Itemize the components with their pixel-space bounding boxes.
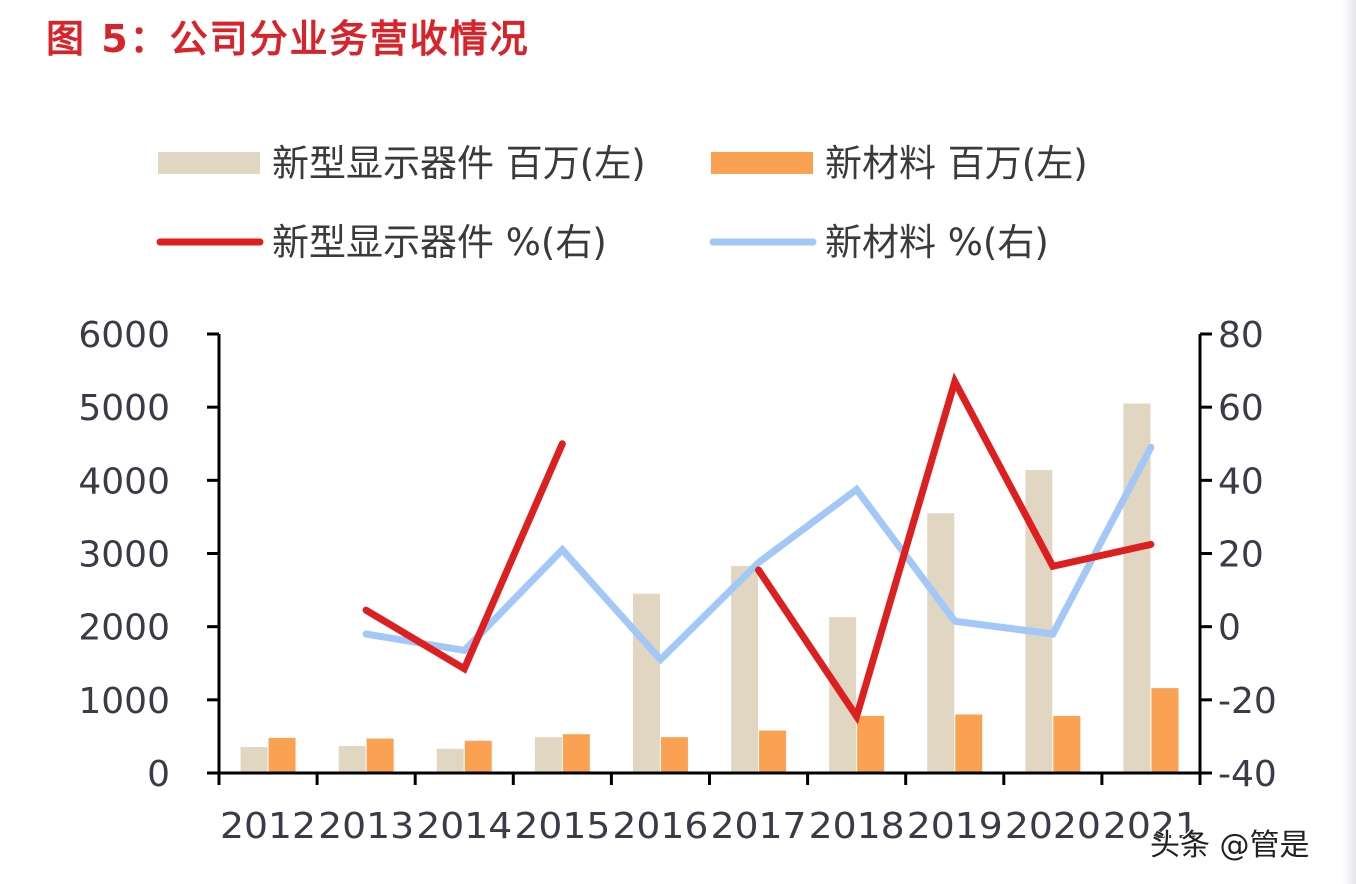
bar-series (240, 403, 1179, 773)
legend-label: 新材料 百万(左) (825, 142, 1088, 185)
legend: 新型显示器件 百万(左) 新材料 百万(左) 新型显示器件 %(右) 新材料 %(右) (156, 142, 1088, 264)
left-tick-label: 4000 (78, 461, 170, 502)
right-tick-label: -20 (1218, 681, 1277, 722)
x-tick-label: 2016 (612, 806, 708, 847)
legend-label: 新型显示器件 %(右) (272, 221, 607, 264)
left-tick-label: 3000 (78, 535, 170, 576)
bar (562, 734, 590, 773)
bar (927, 513, 955, 773)
x-tick-label: 2012 (220, 806, 316, 847)
bar (1123, 403, 1151, 773)
left-tick-label: 6000 (78, 315, 170, 356)
bar (464, 740, 492, 773)
x-tick-label: 2020 (1005, 806, 1101, 847)
right-tick-label: -40 (1218, 754, 1277, 795)
x-tick-label: 2021 (1103, 806, 1199, 847)
chart-title: 图 5：公司分业务营收情况 (46, 17, 530, 61)
bar (338, 745, 366, 773)
x-tick-label: 2017 (711, 806, 807, 847)
bar (955, 714, 983, 773)
line-series (362, 372, 1155, 725)
line-display-growth (755, 372, 1155, 725)
right-tick-label: 40 (1218, 461, 1264, 502)
x-tick-label: 2013 (318, 806, 414, 847)
bar (366, 738, 394, 773)
left-tick-label: 1000 (78, 681, 170, 722)
bar (240, 747, 268, 773)
bar (534, 737, 562, 773)
legend-swatch-bar (711, 152, 813, 174)
left-tick-label: 0 (147, 754, 170, 795)
bar (436, 748, 464, 773)
right-tick-label: 60 (1218, 388, 1264, 429)
legend-swatch-bar (158, 152, 260, 174)
left-tick-label: 2000 (78, 608, 170, 649)
x-tick-label: 2019 (907, 806, 1003, 847)
x-tick-label: 2015 (514, 806, 610, 847)
x-tick-label: 2018 (809, 806, 905, 847)
bar (1053, 715, 1081, 773)
bar (731, 565, 759, 773)
right-tick-label: 80 (1218, 315, 1264, 356)
right-tick-label: 0 (1218, 608, 1241, 649)
watermark: 头条 @管是 (1150, 828, 1310, 863)
legend-label: 新型显示器件 百万(左) (272, 142, 646, 185)
page-edge-shadow (1342, 0, 1356, 884)
axes: 6000 5000 4000 3000 2000 1000 0 80 60 40 20 0 -20 -40… (78, 315, 1276, 847)
right-tick-label: 20 (1218, 535, 1264, 576)
bar (268, 737, 296, 773)
bar (759, 730, 787, 773)
line-material-growth (362, 443, 1155, 665)
bar (1151, 688, 1179, 773)
line-display-growth (362, 440, 566, 674)
x-tick-label: 2014 (416, 806, 512, 847)
bar (857, 715, 885, 773)
bar (660, 737, 688, 773)
bar (632, 593, 660, 773)
legend-label: 新材料 %(右) (825, 221, 1049, 264)
left-tick-label: 5000 (78, 388, 170, 429)
